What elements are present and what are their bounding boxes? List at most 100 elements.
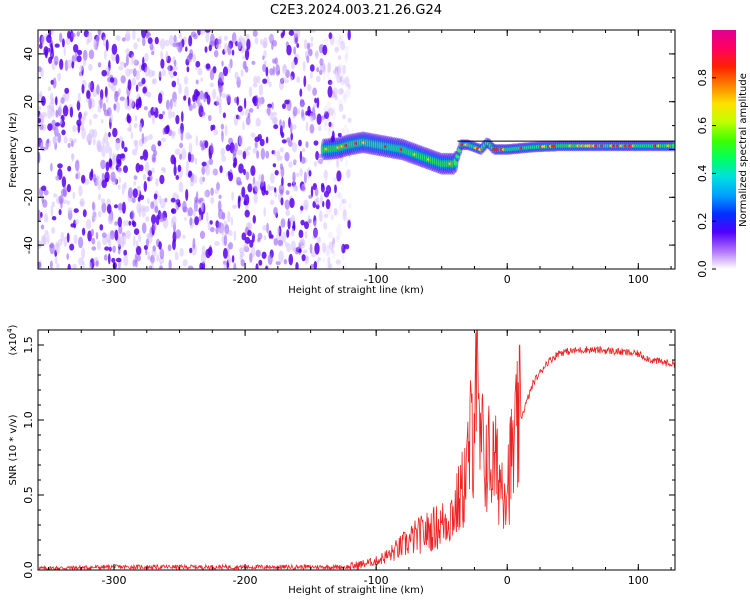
heatmap-cell	[113, 103, 117, 112]
heatmap-cell	[250, 132, 256, 138]
heatmap-cell	[132, 235, 136, 247]
heatmap-cell	[265, 265, 268, 269]
heatmap-cell	[145, 32, 152, 37]
heatmap-cell	[300, 98, 304, 109]
heatmap-cell	[247, 229, 252, 237]
heatmap-cell	[81, 174, 86, 184]
heatmap-cell	[315, 150, 319, 161]
heatmap-cell	[299, 88, 303, 97]
heatmap-cell	[152, 114, 155, 125]
heatmap-cell	[104, 86, 108, 98]
heatmap-cell	[117, 249, 121, 255]
heatmap-cell	[126, 115, 132, 124]
heatmap-cell	[261, 251, 267, 259]
heatmap-cell	[317, 153, 324, 159]
heatmap-cell	[192, 174, 198, 184]
heatmap-cell	[54, 256, 58, 265]
heatmap-cell	[180, 129, 184, 141]
heatmap-cell	[184, 76, 188, 85]
heatmap-cell	[233, 157, 238, 167]
heatmap-cell	[221, 60, 224, 67]
heatmap-cell	[336, 75, 342, 84]
heatmap-cell	[338, 88, 344, 95]
heatmap-cell	[247, 112, 251, 119]
heatmap-cell	[248, 86, 253, 98]
heatmap-cell	[51, 227, 56, 234]
heatmap-cell	[252, 147, 258, 154]
heatmap-cell	[206, 94, 211, 105]
heatmap-cell	[70, 223, 75, 228]
heatmap-cell	[38, 209, 41, 222]
heatmap-cell	[100, 159, 106, 170]
heatmap-cell	[219, 104, 222, 115]
heatmap-cell	[252, 30, 258, 37]
heatmap-cell	[262, 63, 267, 73]
heatmap-cell	[347, 30, 351, 41]
heatmap-cell	[175, 204, 178, 210]
heatmap-cell	[243, 200, 247, 206]
heatmap-cell	[258, 173, 262, 185]
heatmap-cell	[306, 84, 312, 92]
heatmap-cell	[236, 96, 239, 106]
heatmap-cell	[284, 99, 290, 105]
heatmap-cell	[332, 87, 338, 98]
heatmap-cell	[237, 197, 241, 209]
heatmap-cell	[46, 233, 50, 244]
heatmap-cell	[178, 31, 182, 39]
heatmap-cell	[123, 254, 129, 267]
heatmap-cell	[260, 38, 263, 46]
heatmap-cell	[244, 204, 249, 211]
heatmap-cell	[73, 208, 79, 214]
heatmap-cell	[58, 195, 64, 204]
heatmap-cell	[260, 180, 265, 187]
heatmap-cell	[154, 36, 159, 45]
heatmap-cell	[299, 168, 303, 177]
heatmap-cell	[109, 113, 113, 123]
heatmap-cell	[316, 97, 320, 109]
heatmap-cell	[153, 193, 158, 200]
heatmap-cell	[334, 66, 340, 75]
heatmap-cell	[101, 172, 105, 181]
heatmap-cell	[245, 171, 250, 181]
heatmap-cell	[290, 60, 296, 70]
heatmap-cell	[327, 256, 331, 264]
heatmap-cell	[288, 161, 293, 168]
heatmap-cell	[331, 130, 335, 140]
heatmap-cell	[141, 77, 146, 85]
heatmap-cell	[101, 202, 107, 214]
heatmap-cell	[342, 209, 347, 222]
heatmap-cell	[88, 261, 92, 269]
heatmap-cell	[144, 135, 149, 142]
heatmap-cell	[147, 37, 153, 45]
heatmap-cell	[155, 177, 159, 187]
heatmap-cell	[69, 243, 75, 251]
heatmap-cell	[227, 63, 232, 74]
heatmap-cell	[305, 121, 309, 132]
heatmap-cell	[284, 241, 288, 248]
heatmap-cell	[293, 46, 296, 55]
heatmap-cell	[105, 161, 110, 172]
heatmap-cell	[135, 162, 141, 173]
heatmap-cell	[84, 178, 90, 185]
heatmap-cell	[340, 87, 344, 95]
heatmap-cell	[334, 65, 339, 72]
heatmap-cell	[293, 247, 297, 252]
heatmap-cell	[331, 238, 335, 249]
heatmap-cell	[347, 128, 350, 139]
heatmap-cell	[44, 212, 49, 223]
heatmap-cell	[245, 33, 250, 40]
heatmap-cell	[249, 239, 254, 248]
heatmap-cell	[272, 116, 277, 125]
heatmap-cell	[266, 222, 269, 234]
heatmap-cell	[252, 83, 258, 88]
heatmap-cell	[161, 137, 166, 142]
heatmap-cell	[329, 34, 335, 46]
heatmap-cell	[344, 76, 350, 88]
heatmap-cell	[209, 69, 215, 81]
heatmap-cell	[141, 132, 145, 144]
heatmap-cell	[50, 42, 54, 55]
heatmap-cell	[156, 254, 160, 262]
heatmap-cell	[339, 80, 345, 86]
heatmap-cell	[247, 221, 253, 230]
heatmap-cell	[276, 150, 281, 162]
